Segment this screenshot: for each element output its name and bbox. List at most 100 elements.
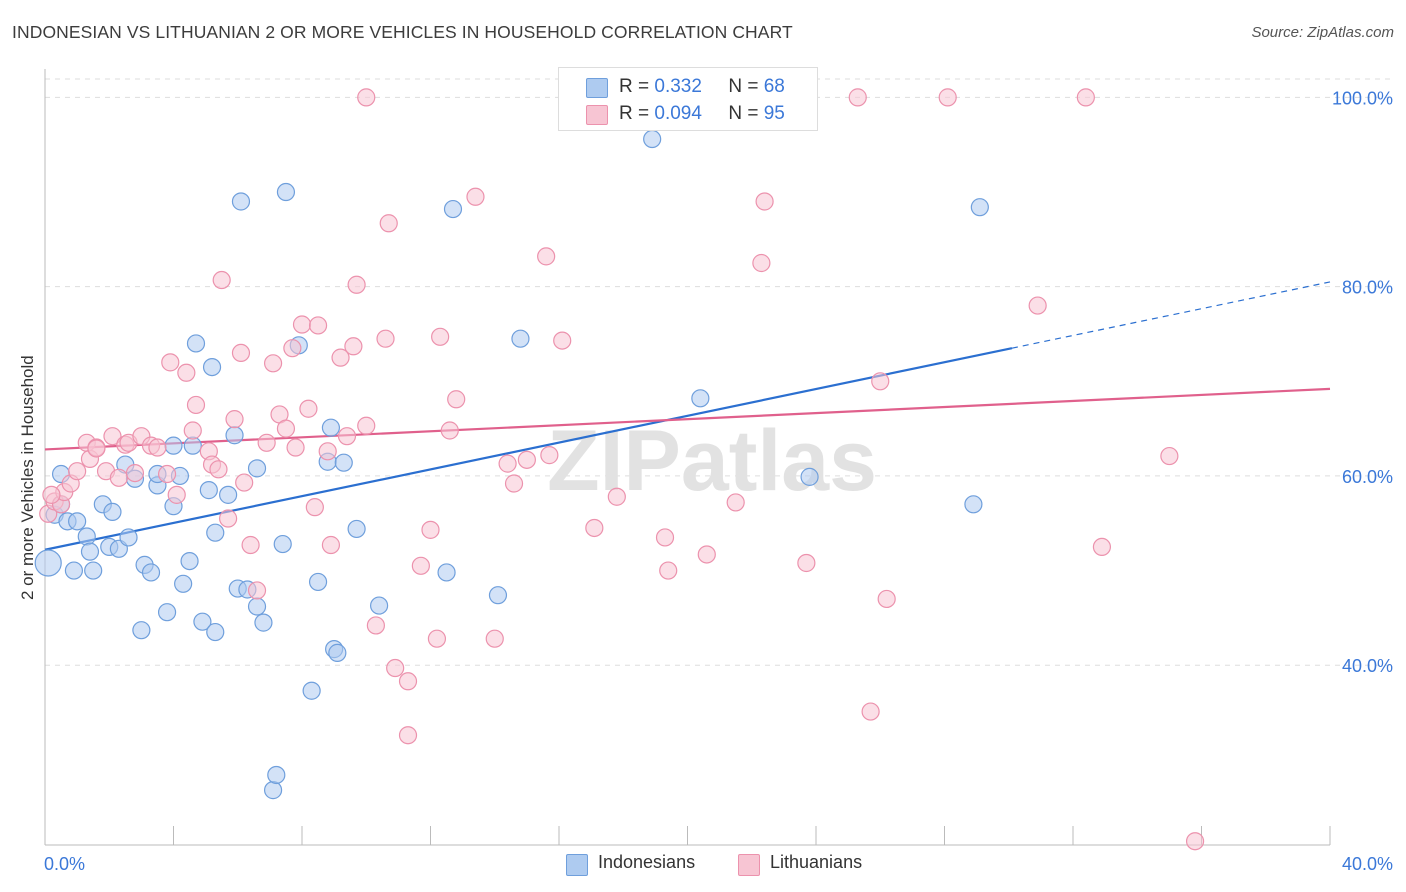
- indonesians-point: [334, 453, 353, 472]
- lithuanians-point: [398, 672, 418, 691]
- lithuanians-point: [318, 442, 337, 461]
- lithuanians-point: [755, 192, 774, 211]
- lithuanians-point: [87, 439, 106, 458]
- lithuanians-point: [697, 545, 716, 564]
- grid-lines: [45, 78, 1395, 666]
- indonesians-point: [141, 563, 161, 582]
- indonesians-point: [225, 426, 244, 445]
- lithuanians-point: [607, 487, 626, 506]
- r-label: R =: [619, 103, 650, 124]
- lithuanians-point: [276, 419, 296, 438]
- legend-row-lithuanians: R = 0.094 N = 95: [559, 101, 817, 129]
- indonesians-point: [328, 643, 347, 662]
- lithuanians-point: [877, 589, 896, 609]
- lithuanians-point: [331, 348, 350, 367]
- lithuanians-point: [321, 535, 341, 555]
- lithuanians-point: [379, 214, 398, 233]
- lithuanians-point: [231, 343, 251, 363]
- y-tick-label: 40.0%: [1342, 656, 1393, 676]
- lithuanians-point: [411, 556, 430, 575]
- indonesians-point: [119, 528, 138, 547]
- lithuanians-point: [103, 427, 122, 446]
- indonesians-point: [183, 436, 202, 455]
- indonesians-point: [267, 765, 286, 785]
- lithuanians-point: [109, 468, 128, 487]
- indonesians-point: [206, 622, 225, 642]
- indonesians-point: [347, 519, 366, 539]
- lithuanians-point: [537, 247, 556, 266]
- lithuanians-point: [305, 498, 324, 517]
- lithuanians-point: [183, 421, 202, 440]
- indonesians-point: [199, 481, 218, 500]
- lithuanians-point: [1160, 446, 1179, 466]
- lithuanians-point: [212, 270, 231, 290]
- lithuanians-point: [292, 315, 312, 334]
- lithuanians-point: [797, 553, 816, 573]
- lithuanians-point: [938, 88, 957, 107]
- indonesians-point: [643, 129, 662, 149]
- lithuanians-point: [752, 253, 771, 273]
- lithuanians-point: [283, 339, 302, 358]
- lithuanians-point: [553, 331, 572, 350]
- indonesians-point: [34, 549, 62, 577]
- lithuanians-point: [344, 337, 363, 356]
- lithuanians-point: [498, 454, 517, 473]
- indonesians-point: [247, 459, 267, 478]
- source-label: Source: ZipAtlas.com: [1251, 24, 1394, 41]
- r-value: 0.094: [654, 103, 702, 124]
- y-axis-label: 2 or more Vehicles in Household: [18, 355, 37, 600]
- lithuanians-point: [1076, 88, 1095, 107]
- lithuanians-point: [504, 474, 524, 493]
- lithuanians-point: [848, 88, 867, 107]
- indonesians-point: [970, 198, 989, 217]
- lithuanians-point: [540, 446, 559, 465]
- lithuanians-legend-swatch: [738, 854, 760, 876]
- indonesians-point: [488, 586, 508, 605]
- lithuanians-point: [225, 410, 244, 429]
- legend-row-indonesians: R = 0.332 N = 68: [559, 74, 817, 102]
- lithuanians-point: [247, 581, 267, 600]
- lithuanians-point: [241, 535, 260, 555]
- lithuanians-point: [257, 433, 276, 452]
- lithuanians-point: [366, 616, 385, 635]
- y-tick-label: 100.0%: [1332, 88, 1393, 108]
- indonesians-point: [247, 597, 267, 616]
- watermark: ZIPatlas: [547, 413, 877, 509]
- lithuanians-point: [1092, 537, 1112, 557]
- indonesians-point: [68, 512, 87, 531]
- x-tick-label: 40.0%: [1342, 854, 1393, 874]
- lithuanians-point: [421, 520, 440, 539]
- lithuanians-point: [357, 416, 376, 435]
- indonesians-legend-swatch: [566, 854, 588, 876]
- lithuanians-point: [871, 372, 890, 391]
- lithuanians-point: [357, 88, 376, 107]
- chart-title: INDONESIAN VS LITHUANIAN 2 OR MORE VEHIC…: [12, 22, 793, 42]
- lithuanians-point: [726, 493, 745, 512]
- indonesians-point: [206, 523, 225, 542]
- stats-legend: R = 0.332 N = 68 R = 0.094 N = 95: [558, 67, 818, 131]
- indonesians-point: [321, 418, 341, 437]
- indonesians-point: [370, 596, 389, 615]
- indonesians-point: [80, 542, 100, 561]
- indonesians-swatch: [586, 78, 608, 98]
- lithuanians-point: [517, 450, 536, 469]
- lithuanians-point: [347, 275, 366, 294]
- lithuanians-point: [485, 629, 504, 648]
- lithuanians-point: [161, 353, 180, 372]
- n-label: N =: [728, 103, 759, 124]
- lithuanians-point: [186, 395, 206, 415]
- lithuanians-point: [585, 518, 604, 538]
- lithuanians-point: [398, 726, 418, 745]
- lithuanians-point: [861, 702, 880, 721]
- lithuanians-point: [125, 463, 145, 483]
- tick-labels: 40.0% 60.0% 80.0% 100.0% 0.0% 40.0%: [44, 88, 1393, 874]
- lithuanians-point: [235, 473, 254, 492]
- indonesians-point: [186, 334, 206, 353]
- indonesians-point: [202, 357, 222, 377]
- n-label: N =: [728, 76, 759, 97]
- indonesians-point: [64, 561, 84, 580]
- lithuanians-point: [431, 327, 450, 346]
- axes: [44, 69, 1331, 846]
- indonesians-point: [77, 527, 96, 546]
- indonesians-point: [219, 485, 238, 504]
